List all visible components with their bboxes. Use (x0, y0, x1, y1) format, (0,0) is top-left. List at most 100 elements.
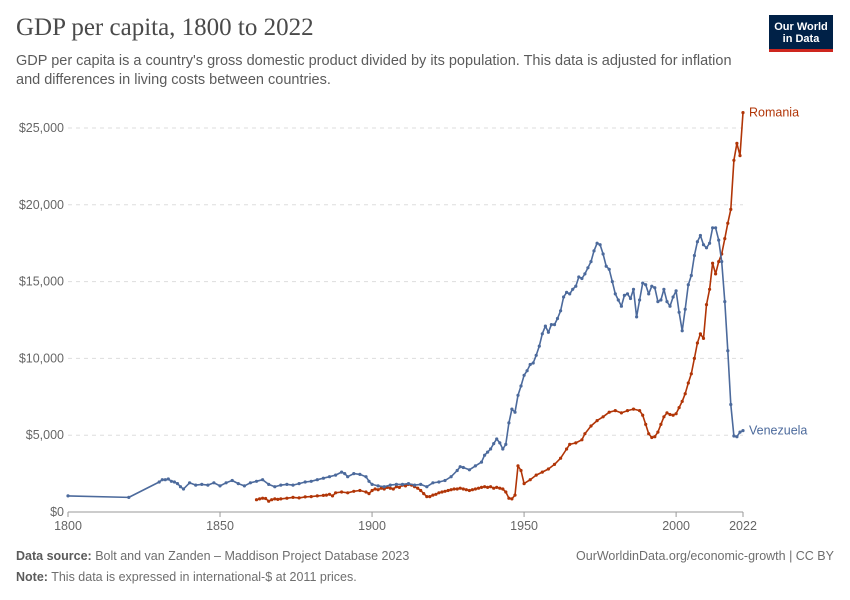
note-text: This data is expressed in international-… (51, 570, 357, 584)
data-point-romania (476, 486, 481, 490)
data-point-venezuela (455, 468, 459, 473)
data-point-romania (735, 141, 739, 145)
data-point-venezuela (583, 272, 587, 276)
data-point-romania (638, 409, 642, 413)
data-point-venezuela (680, 329, 684, 333)
data-point-venezuela (291, 483, 295, 487)
data-point-venezuela (169, 479, 173, 483)
data-point-venezuela (659, 298, 663, 302)
data-point-venezuela (689, 273, 693, 278)
data-point-romania (568, 442, 572, 446)
data-point-venezuela (504, 442, 508, 446)
data-point-romania (701, 336, 706, 340)
data-point-venezuela (413, 483, 417, 487)
data-point-romania (726, 221, 730, 225)
data-point-romania (732, 158, 736, 162)
logo-line-1: Our World (774, 21, 828, 33)
data-point-venezuela (254, 479, 259, 483)
data-point-romania (291, 495, 295, 499)
data-point-venezuela (285, 482, 289, 486)
data-point-venezuela (364, 475, 368, 479)
data-point-venezuela (127, 495, 131, 499)
data-point-venezuela (704, 246, 709, 250)
data-point-romania (489, 485, 493, 489)
data-point-venezuela (510, 407, 514, 411)
data-point-romania (443, 489, 447, 493)
data-point-romania (473, 487, 477, 491)
y-tick-label: $0 (50, 505, 64, 519)
series-venezuela (66, 226, 745, 499)
data-point-romania (254, 498, 259, 502)
data-point-romania (528, 478, 532, 482)
x-tick-label: 1900 (358, 519, 386, 533)
data-point-venezuela (495, 437, 499, 441)
data-point-venezuela (181, 487, 186, 491)
data-point-venezuela (668, 304, 672, 308)
data-point-venezuela (66, 494, 70, 498)
data-point-romania (708, 287, 712, 291)
data-point-romania (273, 497, 277, 501)
data-point-romania (352, 489, 356, 493)
data-point-romania (631, 407, 636, 411)
series-romania (254, 111, 745, 503)
data-point-venezuela (635, 315, 639, 319)
data-point-venezuela (625, 292, 630, 296)
data-point-romania (589, 424, 593, 428)
data-point-romania (647, 432, 651, 436)
data-point-venezuela (343, 472, 347, 476)
data-point-venezuela (230, 478, 234, 483)
x-tick-label: 2000 (662, 519, 690, 533)
data-point-venezuela (367, 479, 371, 483)
data-point-venezuela (458, 465, 462, 469)
data-point-venezuela (586, 266, 590, 270)
chart-subtitle: GDP per capita is a country's gross dome… (16, 53, 732, 88)
data-point-romania (276, 497, 280, 501)
data-point-venezuela (194, 483, 198, 487)
grid-lines (68, 127, 743, 436)
data-point-venezuela (516, 393, 520, 397)
data-point-venezuela (449, 475, 453, 479)
data-point-romania (565, 447, 569, 451)
series-line-venezuela (67, 227, 744, 499)
data-point-venezuela (352, 472, 356, 476)
owid-logo[interactable]: Our World in Data (769, 15, 833, 52)
data-point-romania (495, 485, 499, 489)
data-point-romania (504, 490, 508, 494)
data-point-venezuela (665, 300, 669, 304)
data-point-romania (689, 372, 693, 376)
data-point-venezuela (711, 226, 715, 230)
data-point-romania (479, 485, 484, 489)
data-point-venezuela (218, 484, 222, 488)
data-point-venezuela (647, 292, 651, 296)
data-point-venezuela (604, 264, 608, 268)
data-point-romania (376, 488, 380, 492)
data-point-romania (659, 422, 663, 426)
data-point-romania (397, 485, 401, 489)
data-point-romania (425, 495, 429, 499)
data-point-venezuela (327, 475, 332, 479)
data-point-venezuela (644, 283, 648, 287)
data-point-venezuela (717, 238, 721, 242)
data-point-venezuela (297, 482, 301, 486)
data-point-romania (422, 492, 426, 496)
data-point-venezuela (166, 477, 170, 481)
data-point-venezuela (723, 300, 727, 304)
data-point-romania (595, 419, 599, 423)
data-point-romania (455, 487, 459, 491)
data-point-romania (394, 485, 398, 489)
data-point-venezuela (394, 482, 398, 486)
data-point-romania (522, 482, 526, 486)
data-point-venezuela (382, 485, 386, 489)
data-point-venezuela (334, 473, 338, 477)
series-label-venezuela: Venezuela (749, 424, 807, 438)
data-point-romania (364, 490, 368, 494)
data-point-romania (650, 435, 654, 440)
source-link[interactable]: OurWorldinData.org/economic-growth | CC … (576, 549, 834, 563)
data-point-venezuela (157, 480, 161, 484)
data-point-romania (644, 422, 648, 426)
data-point-venezuela (638, 298, 642, 302)
data-source-text[interactable]: Bolt and van Zanden – Maddison Project D… (95, 549, 410, 563)
data-point-venezuela (589, 260, 593, 264)
data-point-romania (431, 493, 435, 497)
